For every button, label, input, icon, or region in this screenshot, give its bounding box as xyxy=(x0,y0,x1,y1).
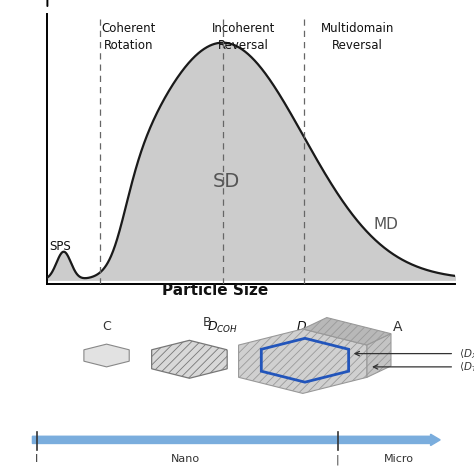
Polygon shape xyxy=(152,340,227,378)
Text: Nano: Nano xyxy=(171,454,200,464)
Text: Particle Size: Particle Size xyxy=(163,283,269,299)
Text: $\langle D_{XRD}\rangle$: $\langle D_{XRD}\rangle$ xyxy=(458,346,474,361)
Text: C: C xyxy=(102,320,111,333)
Text: SD: SD xyxy=(213,172,240,191)
Polygon shape xyxy=(238,329,367,393)
Text: SPS: SPS xyxy=(49,240,71,253)
Polygon shape xyxy=(84,344,129,367)
Text: Incoherent
Reversal: Incoherent Reversal xyxy=(211,22,275,52)
Text: I: I xyxy=(35,454,38,464)
Polygon shape xyxy=(303,318,391,345)
Text: A: A xyxy=(393,319,403,334)
Text: B: B xyxy=(202,316,211,329)
Text: Micro: Micro xyxy=(384,454,414,464)
Polygon shape xyxy=(367,334,391,377)
Text: Coherent
Rotation: Coherent Rotation xyxy=(102,22,156,52)
Text: Multidomain
Reversal: Multidomain Reversal xyxy=(320,22,394,52)
Text: |: | xyxy=(336,454,339,465)
Text: $D_c$: $D_c$ xyxy=(296,319,312,335)
FancyArrow shape xyxy=(32,434,440,446)
Text: $\langle D_{TEM}\rangle$: $\langle D_{TEM}\rangle$ xyxy=(458,360,474,374)
Text: MD: MD xyxy=(374,218,398,232)
Text: $D_{COH}$: $D_{COH}$ xyxy=(207,319,238,335)
